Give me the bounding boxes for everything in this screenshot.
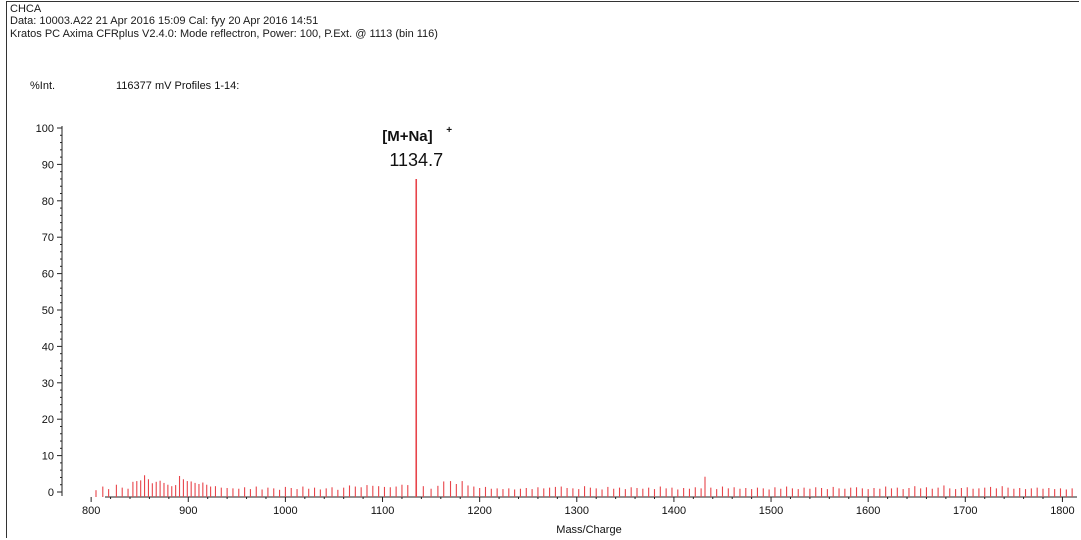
y-tick-label: 50 — [42, 305, 54, 317]
y-tick-label: 0 — [48, 487, 54, 499]
x-tick-label: 1700 — [953, 505, 977, 517]
peak-ion-label: [M+Na] — [382, 128, 432, 145]
x-tick-label: 1000 — [273, 505, 297, 517]
y-tick-label: 80 — [42, 196, 54, 208]
x-axis: 800 900 1000 1100 1200 1300 1400 1500 1600 1700 18… — [82, 496, 1077, 517]
y-tick-label: 70 — [42, 232, 54, 244]
plot-frame — [6, 1, 1079, 538]
x-tick-label: 1800 — [1050, 505, 1074, 517]
y-tick-label: 60 — [42, 269, 54, 281]
y-axis-label: %Int. — [30, 80, 56, 92]
y-tick-label: 40 — [42, 341, 54, 353]
x-tick-label: 800 — [82, 505, 100, 517]
y-tick-label: 90 — [42, 159, 54, 171]
x-axis-label: Mass/Charge — [556, 524, 621, 536]
y-tick-label: 30 — [42, 378, 54, 390]
x-tick-label: 1500 — [759, 505, 783, 517]
peak-mz-label: 1134.7 — [389, 150, 443, 170]
x-tick-label: 1400 — [662, 505, 686, 517]
y-tick-label: 20 — [42, 414, 54, 426]
peak-ion-charge: + — [446, 125, 452, 136]
x-tick-label: 1200 — [467, 505, 491, 517]
x-tick-label: 1300 — [565, 505, 589, 517]
y-tick-label: 10 — [42, 451, 54, 463]
y-tick-label: 100 — [36, 123, 54, 135]
intensity-info: 116377 mV Profiles 1-14: — [116, 80, 240, 92]
x-tick-label: 900 — [179, 505, 197, 517]
y-axis: 0 10 20 30 40 50 60 70 80 90 100 — [36, 123, 63, 499]
acquisition-data-line: Data: 10003.A22 21 Apr 2016 15:09 Cal: f… — [10, 15, 319, 27]
peak-annotations: [M+Na] +1134.7 — [382, 125, 452, 170]
matrix-label: CHCA — [10, 3, 42, 15]
x-tick-label: 1600 — [856, 505, 880, 517]
instrument-line: Kratos PC Axima CFRplus V2.4.0: Mode ref… — [10, 28, 438, 40]
spectrum-peaks — [95, 178, 1073, 497]
x-tick-label: 1100 — [371, 505, 395, 517]
